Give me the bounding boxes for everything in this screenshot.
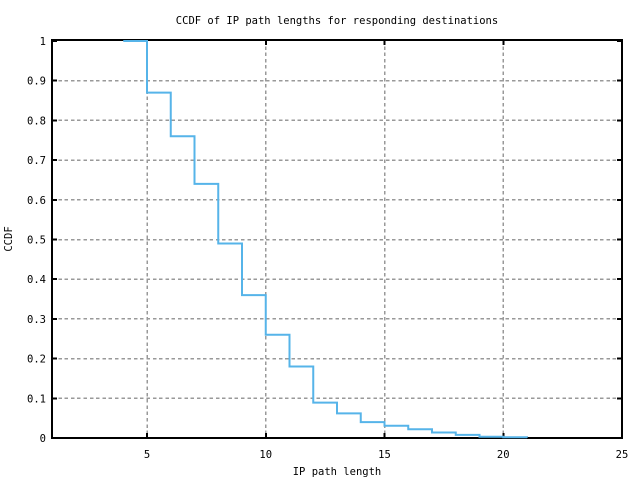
- x-tick-labels: 5 10 15 20 25: [144, 449, 628, 461]
- x-tick-label: 5: [144, 449, 150, 461]
- y-tick-label: 1: [40, 36, 46, 48]
- y-tick-label: 0: [40, 433, 46, 445]
- y-tick-label: 0.7: [27, 155, 46, 167]
- y-tick-label: 0.2: [27, 354, 46, 366]
- y-tick-label: 0.5: [27, 235, 46, 247]
- y-tick-label: 0.1: [27, 393, 46, 405]
- y-tick-label: 0.6: [27, 195, 46, 207]
- y-tick-label: 0.4: [27, 274, 46, 286]
- grid-lines: [52, 40, 622, 438]
- chart-title: CCDF of IP path lengths for responding d…: [176, 15, 498, 27]
- y-tick-label: 0.8: [27, 115, 46, 127]
- x-tick-label: 10: [259, 449, 272, 461]
- x-tick-label: 20: [497, 449, 510, 461]
- x-tick-label: 25: [616, 449, 629, 461]
- y-tick-label: 0.9: [27, 76, 46, 88]
- x-axis-label: IP path length: [293, 466, 382, 478]
- plot-border: [51, 39, 623, 439]
- step-curve: [123, 40, 528, 439]
- x-tick-label: 15: [378, 449, 391, 461]
- y-tick-label: 0.3: [27, 314, 46, 326]
- y-axis-label: CCDF: [3, 226, 15, 251]
- y-tick-labels: 0 0.1 0.2 0.3 0.4 0.5 0.6 0.7 0.8 0.9 1: [27, 36, 46, 445]
